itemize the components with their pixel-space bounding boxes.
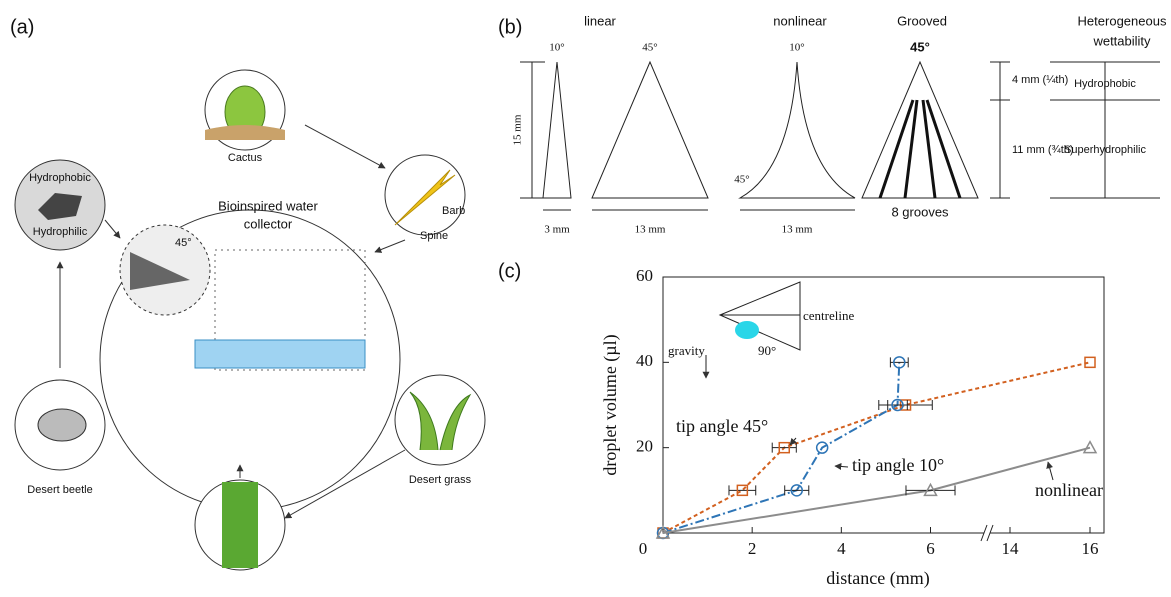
axis-break [984,525,990,541]
blade [222,482,258,568]
label: Cactus [228,152,263,164]
series-label: tip angle 10° [852,455,944,475]
label-arrow [1048,462,1053,480]
angle-label: 10° [789,42,804,54]
label: Spine [420,230,448,242]
inset-label: centreline [803,308,854,323]
x-tick-label: 0 [639,539,648,558]
marker [1084,442,1096,453]
inset: centreline gravity 90° [668,282,854,378]
angle-label: 45° [734,174,749,186]
panel-c: (c) distance (mm) droplet volume (µl) ce… [498,260,1104,589]
series-label: tip angle 45° [676,416,768,436]
error-bar [729,485,756,495]
panel-label: (c) [498,260,521,282]
y-axis-label: droplet volume (µl) [600,334,621,475]
column-title: linear [584,13,616,28]
grass-icon [395,375,485,465]
label: Hydrophobic [29,172,91,184]
panel-a: (a) Cactus Barb Spine Hydrophobic Hydrop… [10,16,485,570]
panel-b: (b) linear nonlinear Grooved Heterogeneo… [498,13,1167,235]
column-title: Grooved [897,13,947,28]
water-trough [195,340,365,368]
y-tick-label: 20 [636,437,653,456]
label: Desert grass [409,474,472,486]
panel-label: (a) [10,16,34,38]
y-tick-label: 60 [636,266,653,285]
figure: (a) Cactus Barb Spine Hydrophobic Hydrop… [0,0,1171,597]
column-title: Heterogeneous [1078,13,1167,28]
inset-label: gravity [668,343,705,358]
x-tick-label: 6 [926,539,935,558]
groove-count: 8 grooves [891,204,949,219]
label: Barb [442,205,465,217]
column-title: wettability [1092,33,1151,48]
x-tick-label: 4 [837,539,846,558]
beetle [38,409,86,441]
y-tick-label: 40 [636,351,653,370]
dimension: 3 mm [544,224,570,236]
label: Desert beetle [27,484,92,496]
x-tick-label: 14 [1002,539,1020,558]
column-title: nonlinear [773,13,827,28]
series-label: nonlinear [1035,480,1103,500]
grooves [880,100,960,198]
inset-droplet [735,321,759,339]
x-tick-label: 16 [1082,539,1099,558]
error-bar [772,443,796,453]
collector-title: Bioinspired water [218,198,318,213]
dimension: 13 mm [635,224,666,236]
label: Hydrophilic [33,226,88,238]
label: 45° [175,237,192,249]
x-axis-label: distance (mm) [826,568,929,589]
dimension: 13 mm [782,224,813,236]
angle-label: 45° [910,39,930,54]
series-line [663,362,1090,533]
collector-title: collector [244,216,293,231]
wettability-label: Superhydrophilic [1064,144,1146,156]
label-arrow [835,466,848,467]
x-tick-label: 2 [748,539,757,558]
panel-label: (b) [498,16,522,38]
wettability-label: Hydrophobic [1074,78,1136,90]
angle-label: 45° [642,42,657,54]
inset-label: 90° [758,343,776,358]
angle-label: 10° [549,42,564,54]
dimension: 4 mm (¼th) [1012,74,1068,86]
inset-cone [720,282,800,350]
dimension: 15 mm [512,114,524,145]
page: {"panel_a": {"label": "(a)", "cactus": "… [0,0,1171,597]
